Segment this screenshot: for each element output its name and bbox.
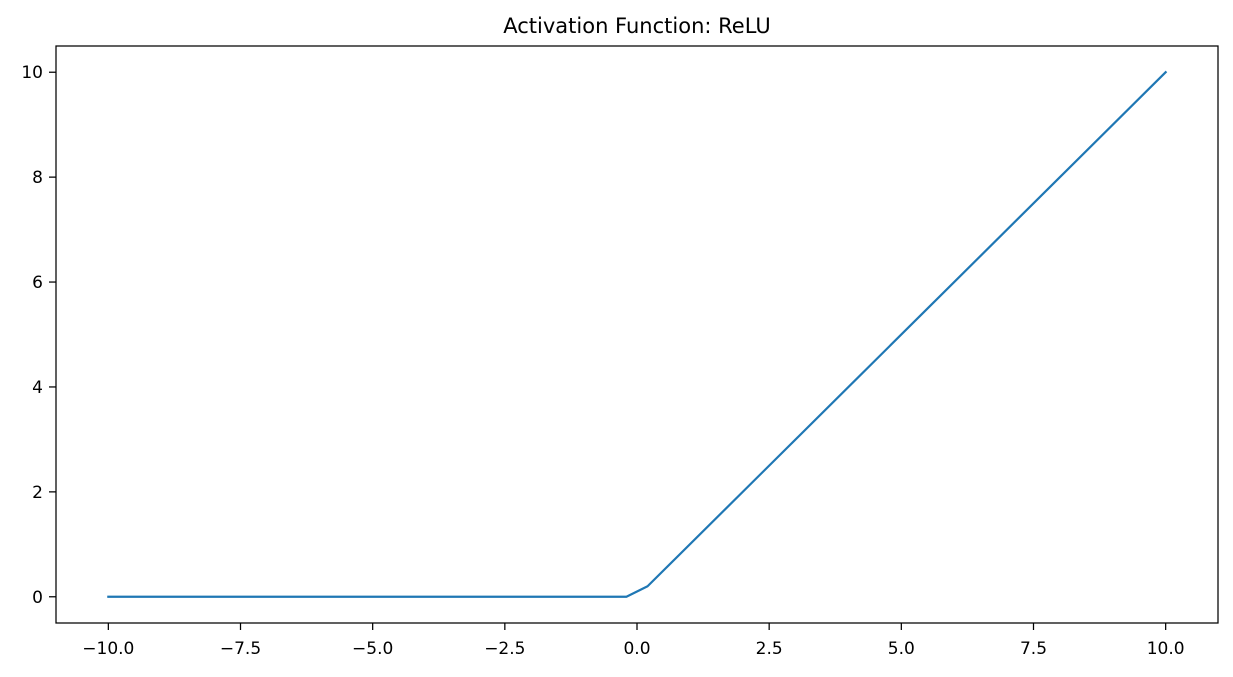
x-tick-label: −10.0 [82, 639, 134, 659]
y-axis: 0 2 4 6 8 10 [21, 63, 56, 608]
x-tick-label: −5.0 [352, 639, 393, 659]
x-tick-label: 2.5 [756, 639, 783, 659]
x-tick-label: 10.0 [1147, 639, 1185, 659]
plot-area [107, 70, 1168, 598]
plot-frame [55, 45, 1219, 624]
x-tick-label: −7.5 [220, 639, 261, 659]
x-tick-label: −2.5 [484, 639, 525, 659]
y-tick-label: 6 [32, 273, 43, 293]
y-tick-label: 8 [32, 168, 43, 188]
y-tick-label: 0 [32, 588, 43, 608]
x-tick-label: 7.5 [1020, 639, 1047, 659]
y-tick-label: 2 [32, 483, 43, 503]
x-tick-label: 5.0 [888, 639, 915, 659]
x-tick-label: 0.0 [623, 639, 650, 659]
y-tick-label: 10 [21, 63, 43, 83]
y-tick-label: 4 [32, 378, 43, 398]
x-axis: −10.0 −7.5 −5.0 −2.5 0.0 2.5 5.0 7.5 10.0 [82, 623, 1185, 659]
relu-series-line [107, 70, 1168, 598]
chart-title: Activation Function: ReLU [503, 14, 770, 38]
